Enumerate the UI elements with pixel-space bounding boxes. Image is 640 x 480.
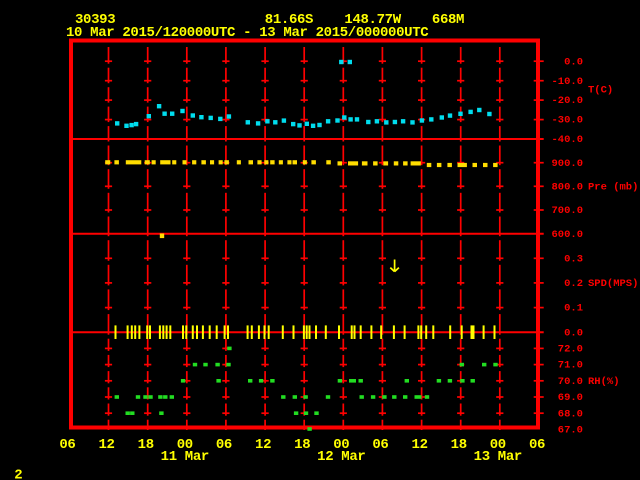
svg-text:Pre (mb): Pre (mb)	[588, 181, 638, 193]
svg-text:-30.0: -30.0	[551, 115, 583, 127]
svg-text:06: 06	[216, 437, 232, 453]
svg-text:30393: 30393	[75, 12, 115, 28]
svg-text:0.0: 0.0	[564, 327, 583, 339]
svg-text:67.0: 67.0	[558, 425, 583, 437]
svg-text:00: 00	[177, 437, 193, 453]
svg-text:-40.0: -40.0	[551, 134, 583, 146]
svg-text:10 Mar 2015/120000UTC - 13 Mar: 10 Mar 2015/120000UTC - 13 Mar 2015/0000…	[66, 25, 429, 41]
svg-text:13 Mar: 13 Mar	[474, 449, 522, 465]
svg-text:-20.0: -20.0	[551, 95, 583, 107]
svg-text:06: 06	[529, 437, 545, 453]
svg-text:81.66S: 81.66S	[265, 12, 313, 28]
svg-text:SPD(MPS): SPD(MPS)	[588, 278, 638, 290]
svg-text:900.0: 900.0	[551, 158, 583, 170]
svg-text:12: 12	[255, 437, 271, 453]
svg-text:800.0: 800.0	[551, 181, 583, 193]
svg-text:12: 12	[98, 437, 114, 453]
svg-text:0.0: 0.0	[564, 56, 583, 68]
svg-text:0.2: 0.2	[564, 278, 583, 290]
svg-text:700.0: 700.0	[551, 205, 583, 217]
svg-text:18: 18	[138, 437, 154, 453]
svg-text:18: 18	[451, 437, 467, 453]
svg-text:668M: 668M	[432, 12, 464, 28]
svg-text:69.0: 69.0	[558, 392, 583, 404]
svg-text:06: 06	[59, 437, 75, 453]
svg-text:71.0: 71.0	[558, 360, 583, 372]
svg-text:2: 2	[14, 468, 22, 480]
svg-text:00: 00	[490, 437, 506, 453]
svg-text:0.1: 0.1	[564, 303, 583, 315]
svg-text:12 Mar: 12 Mar	[317, 449, 365, 465]
svg-text:00: 00	[333, 437, 349, 453]
svg-text:600.0: 600.0	[551, 229, 583, 241]
svg-text:18: 18	[294, 437, 310, 453]
svg-text:68.0: 68.0	[558, 408, 583, 420]
svg-text:72.0: 72.0	[558, 344, 583, 356]
svg-text:148.77W: 148.77W	[344, 12, 401, 28]
svg-text:70.0: 70.0	[558, 376, 583, 388]
svg-text:T(C): T(C)	[588, 84, 613, 96]
svg-text:0.3: 0.3	[564, 253, 583, 265]
svg-text:11 Mar: 11 Mar	[161, 449, 209, 465]
svg-text:06: 06	[372, 437, 388, 453]
svg-text:-10.0: -10.0	[551, 76, 583, 88]
svg-text:12: 12	[412, 437, 428, 453]
svg-text:RH(%): RH(%)	[588, 376, 620, 388]
